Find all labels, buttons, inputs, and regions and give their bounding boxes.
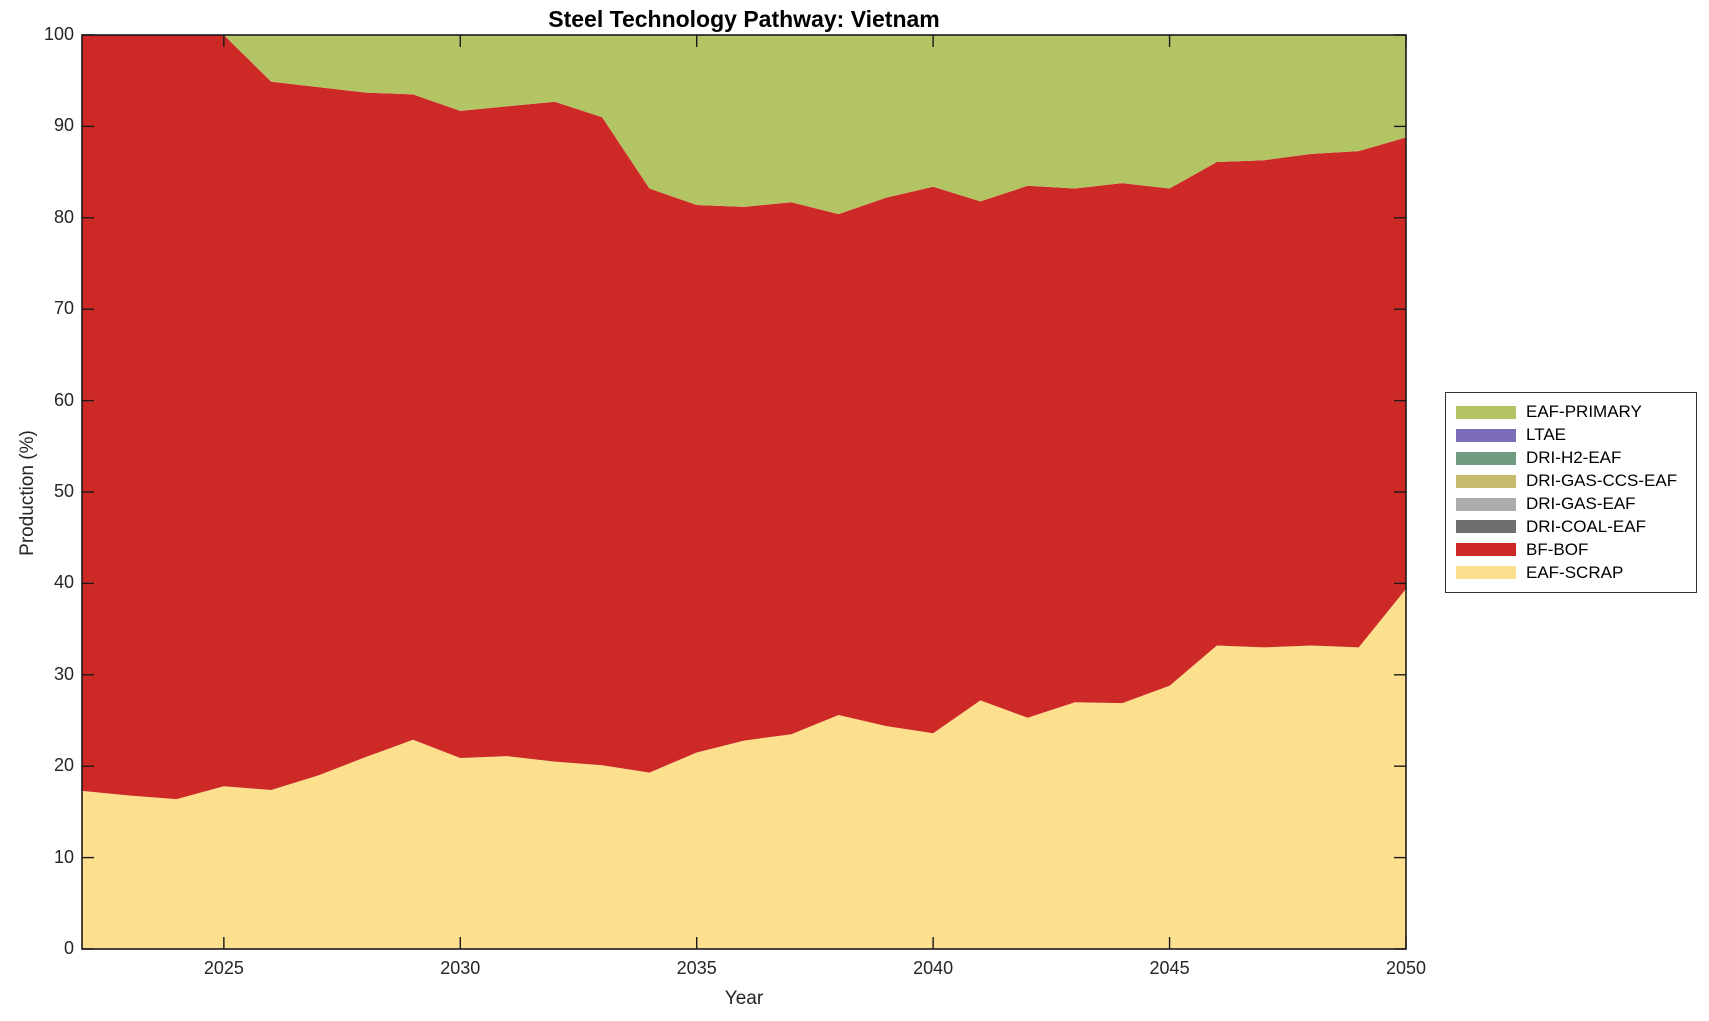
legend-label: EAF-SCRAP	[1526, 562, 1624, 582]
legend-label: EAF-PRIMARY	[1526, 402, 1642, 422]
legend-swatch	[1456, 451, 1516, 465]
y-tick-label: 20	[53, 755, 74, 776]
legend-label: LTAE	[1526, 425, 1566, 445]
legend-item: DRI-COAL-EAF	[1446, 515, 1696, 538]
x-tick-label: 2025	[203, 958, 244, 978]
x-tick-label: 2030	[440, 958, 481, 978]
y-tick-label: 100	[43, 24, 74, 44]
y-tick-label: 60	[53, 389, 74, 410]
legend-swatch	[1456, 405, 1516, 419]
x-axis-label: Year	[724, 988, 764, 1009]
legend-item: EAF-SCRAP	[1446, 561, 1696, 584]
x-tick-label: 2035	[676, 958, 717, 978]
legend-item: DRI-H2-EAF	[1446, 447, 1696, 470]
y-tick-label: 30	[53, 663, 74, 684]
x-tick-label: 2045	[1149, 958, 1190, 978]
legend-item: LTAE	[1446, 424, 1696, 447]
legend-label: DRI-H2-EAF	[1526, 448, 1622, 468]
x-tick-label: 2050	[1385, 958, 1427, 978]
legend-swatch	[1456, 428, 1516, 442]
legend-item: EAF-PRIMARY	[1446, 401, 1696, 424]
area-eaf-primary	[82, 35, 1406, 215]
legend-label: DRI-GAS-CCS-EAF	[1526, 471, 1678, 491]
legend-swatch	[1456, 520, 1516, 534]
y-tick-label: 40	[53, 572, 74, 593]
legend-swatch	[1456, 543, 1516, 557]
legend-item: DRI-GAS-CCS-EAF	[1446, 470, 1696, 493]
y-tick-label: 50	[53, 481, 74, 501]
x-tick-label: 2040	[913, 958, 954, 978]
legend-item: BF-BOF	[1446, 538, 1696, 561]
legend-label: DRI-COAL-EAF	[1526, 516, 1646, 536]
legend-box: EAF-PRIMARY LTAE DRI-H2-EAF DRI-GAS-CCS-EAF…	[1445, 392, 1697, 593]
legend-swatch	[1456, 474, 1516, 488]
y-tick-label: 80	[53, 206, 74, 227]
chart-title: Steel Technology Pathway: Vietnam	[548, 6, 940, 32]
legend-swatch	[1456, 566, 1516, 580]
y-tick-label: 10	[53, 846, 74, 867]
y-tick-label: 90	[53, 115, 74, 136]
legend-label: DRI-GAS-EAF	[1526, 494, 1636, 513]
legend-swatch	[1456, 497, 1516, 511]
y-tick-label: 0	[63, 938, 74, 958]
legend-item: DRI-GAS-EAF	[1446, 493, 1696, 516]
area-eaf-scrap	[82, 588, 1406, 949]
legend-label: BF-BOF	[1526, 539, 1589, 559]
y-tick-label: 70	[53, 298, 74, 319]
area-bf-bof	[82, 35, 1406, 800]
